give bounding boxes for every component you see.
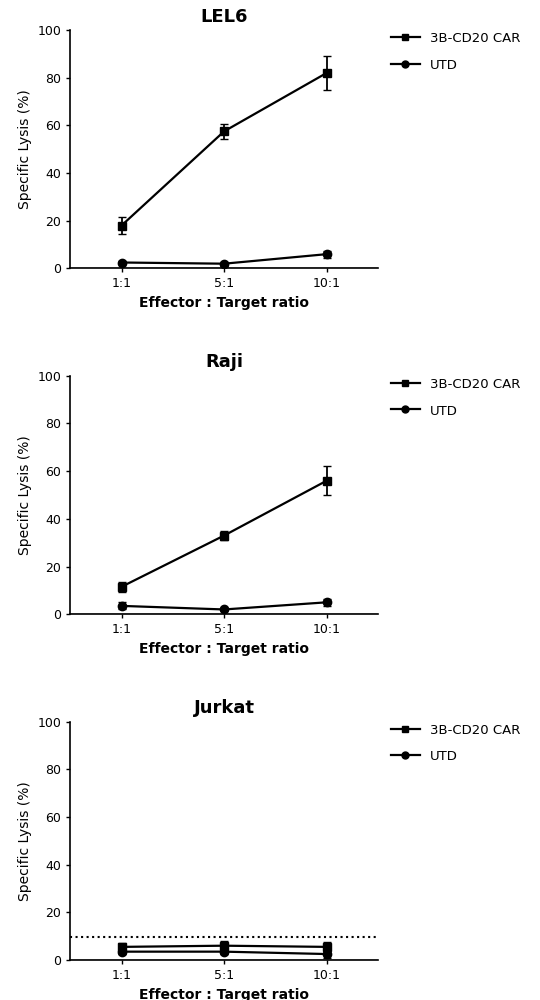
Legend: 3B-CD20 CAR, UTD: 3B-CD20 CAR, UTD xyxy=(391,723,521,763)
Legend: 3B-CD20 CAR, UTD: 3B-CD20 CAR, UTD xyxy=(391,378,521,418)
Y-axis label: Specific Lysis (%): Specific Lysis (%) xyxy=(18,781,32,901)
X-axis label: Effector : Target ratio: Effector : Target ratio xyxy=(139,642,309,656)
Legend: 3B-CD20 CAR, UTD: 3B-CD20 CAR, UTD xyxy=(391,32,521,72)
Title: Jurkat: Jurkat xyxy=(194,699,254,717)
X-axis label: Effector : Target ratio: Effector : Target ratio xyxy=(139,296,309,310)
Title: LEL6: LEL6 xyxy=(200,8,248,26)
Title: Raji: Raji xyxy=(205,353,243,371)
Y-axis label: Specific Lysis (%): Specific Lysis (%) xyxy=(18,435,32,555)
Y-axis label: Specific Lysis (%): Specific Lysis (%) xyxy=(18,89,32,209)
X-axis label: Effector : Target ratio: Effector : Target ratio xyxy=(139,988,309,1000)
